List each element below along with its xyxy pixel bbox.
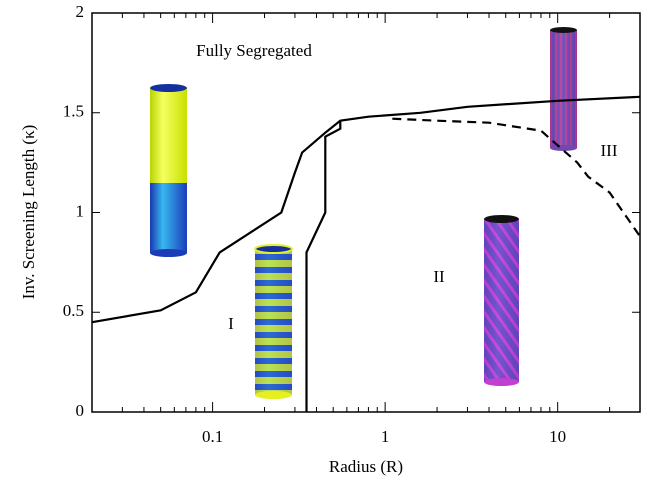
x-tick-label: 1	[381, 427, 390, 446]
cylinder-segregated	[150, 84, 187, 257]
y-tick-label: 0	[76, 401, 85, 420]
y-tick-label: 1	[76, 201, 85, 220]
annotation: Fully Segregated	[196, 41, 312, 60]
annotation: I	[228, 314, 234, 333]
phase-boundary	[305, 120, 342, 412]
cylinder-phase-i	[254, 244, 293, 399]
y-axis-title: Inv. Screening Length (κ)	[19, 125, 38, 300]
phase-boundary	[91, 95, 641, 324]
y-tick-label: 0.5	[63, 301, 84, 320]
cylinder-phase-iii	[550, 27, 577, 151]
annotation: II	[433, 267, 445, 286]
phase-boundary	[392, 117, 641, 238]
cylinder-phase-ii	[484, 215, 519, 386]
x-tick-label: 0.1	[202, 427, 223, 446]
y-tick-label: 2	[76, 2, 85, 21]
x-tick-label: 10	[549, 427, 566, 446]
x-axis-title: Radius (R)	[329, 457, 403, 476]
y-tick-label: 1.5	[63, 102, 84, 121]
annotation: III	[601, 141, 618, 160]
